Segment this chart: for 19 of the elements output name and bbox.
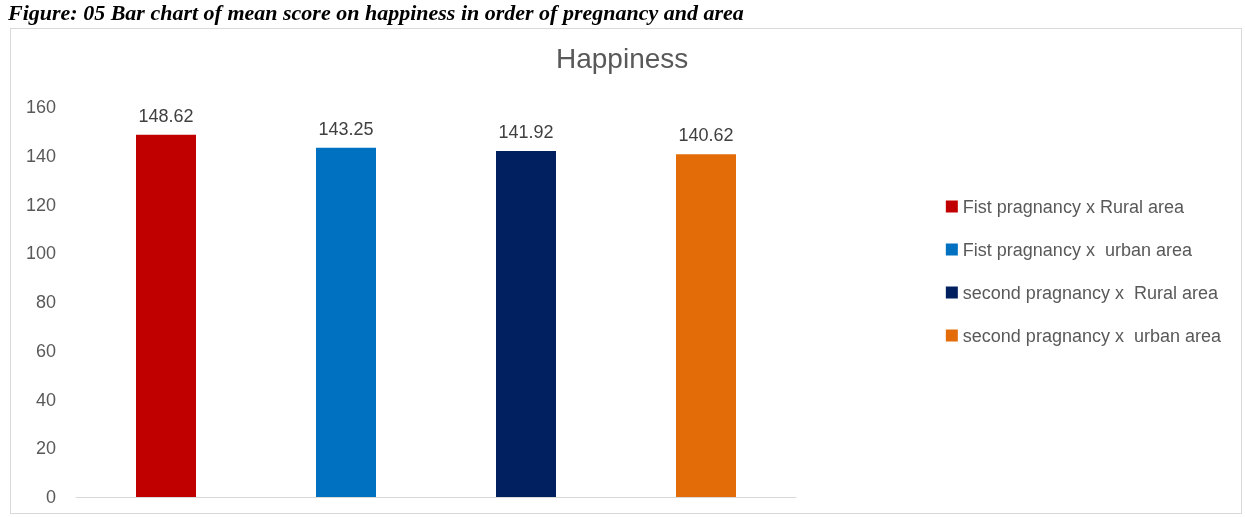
legend-label: second pragnancy x Rural area <box>962 282 1219 303</box>
y-tick-label: 80 <box>35 292 56 312</box>
data-label: 140.62 <box>678 125 734 146</box>
text: Figure: 05 Bar chart of mean score on happiness in order of pregnancy and area <box>8 0 744 26</box>
legend-label: Fist pragnancy x Rural area <box>962 196 1185 217</box>
data-label: 141.92 <box>498 122 554 143</box>
y-tick-label: 0 <box>45 487 56 507</box>
y-tick-label: 40 <box>35 389 56 410</box>
y-tick-label: 140 <box>25 145 56 166</box>
y-tick-label: 100 <box>25 243 56 264</box>
data-label: 143.25 <box>318 118 374 139</box>
y-tick-label: 60 <box>35 340 56 361</box>
chart-title: Happiness <box>556 42 689 74</box>
y-tick-label: 120 <box>25 194 56 215</box>
y-tick-label: 160 <box>25 97 56 117</box>
y-tick-label: 20 <box>35 438 56 459</box>
legend-label: second pragnancy x urban area <box>962 325 1222 346</box>
legend-label: Fist pragnancy x urban area <box>962 239 1193 260</box>
data-label: 148.62 <box>138 105 194 126</box>
